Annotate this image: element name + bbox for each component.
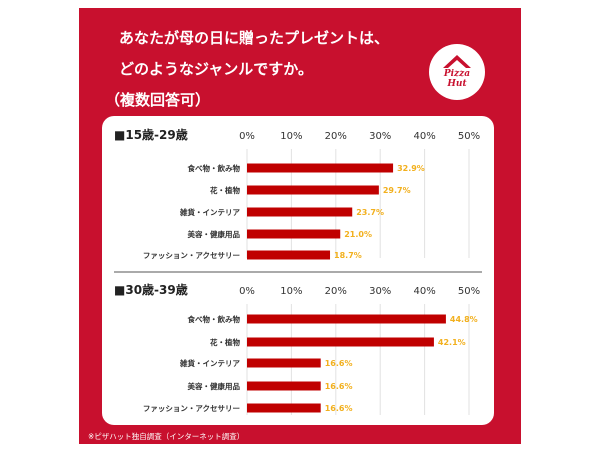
x-tick-label: 20% bbox=[325, 131, 347, 142]
logo-text-hut: Hut bbox=[447, 79, 467, 89]
value-label: 23.7% bbox=[356, 208, 384, 217]
category-label: 食べ物・飲み物 bbox=[188, 163, 241, 173]
bar bbox=[247, 358, 321, 368]
title-line-2: どのようなジャンルですか。 bbox=[119, 60, 313, 78]
category-label: 花・植物 bbox=[210, 337, 240, 347]
bar bbox=[247, 314, 446, 324]
bar bbox=[247, 207, 353, 217]
x-tick-label: 0% bbox=[239, 131, 255, 142]
category-label: 美容・健康用品 bbox=[188, 229, 241, 239]
chart-title-2: ■30歳-39歳 bbox=[114, 282, 188, 297]
x-tick-label: 10% bbox=[280, 286, 302, 297]
pizza-hut-roof-icon bbox=[443, 55, 471, 68]
footnote: ※ピザハット独自調査（インターネット調査） bbox=[88, 432, 245, 441]
logo-text-pizza: Pizza bbox=[443, 69, 471, 79]
bar bbox=[247, 163, 394, 173]
x-tick-label: 50% bbox=[458, 286, 480, 297]
category-label: 食べ物・飲み物 bbox=[188, 314, 241, 324]
pizza-hut-logo: Pizza Hut bbox=[429, 44, 485, 100]
x-tick-label: 30% bbox=[369, 131, 391, 142]
category-label: 雑貨・インテリア bbox=[179, 207, 240, 217]
value-label: 16.6% bbox=[325, 359, 353, 368]
bar bbox=[247, 229, 341, 239]
category-label: 花・植物 bbox=[210, 185, 240, 195]
category-label: 雑貨・インテリア bbox=[179, 358, 240, 368]
category-label: ファッション・アクセサリー bbox=[143, 250, 240, 260]
x-tick-label: 40% bbox=[413, 286, 435, 297]
x-tick-label: 30% bbox=[369, 286, 391, 297]
value-label: 16.6% bbox=[325, 404, 353, 413]
x-tick-label: 20% bbox=[325, 286, 347, 297]
chart-card: ■15歳-29歳 0% 10% 20% 30% 40% 50% 食べ物・飲み物 32.9% 花・植… bbox=[102, 116, 494, 425]
value-label: 32.9% bbox=[397, 164, 425, 173]
value-label: 21.0% bbox=[344, 230, 372, 239]
x-tick-label: 40% bbox=[413, 131, 435, 142]
x-tick-label: 0% bbox=[239, 286, 255, 297]
bar bbox=[247, 250, 331, 260]
bar bbox=[247, 381, 321, 391]
value-label: 18.7% bbox=[334, 251, 362, 260]
x-tick-label: 50% bbox=[458, 131, 480, 142]
bar-charts: ■15歳-29歳 0% 10% 20% 30% 40% 50% 食べ物・飲み物 32.9% 花・植… bbox=[114, 127, 482, 415]
value-label: 29.7% bbox=[383, 186, 411, 195]
chart-title-1: ■15歳-29歳 bbox=[114, 127, 188, 142]
survey-poster: あなたが母の日に贈ったプレゼントは、 どのようなジャンルですか。 （複数回答可）… bbox=[79, 8, 521, 444]
category-label: 美容・健康用品 bbox=[188, 381, 241, 391]
value-label: 16.6% bbox=[325, 382, 353, 391]
x-tick-label: 10% bbox=[280, 131, 302, 142]
bar bbox=[247, 403, 321, 413]
bar bbox=[247, 185, 379, 195]
value-label: 42.1% bbox=[438, 338, 466, 347]
title-line-1: あなたが母の日に贈ったプレゼントは、 bbox=[119, 29, 390, 47]
category-label: ファッション・アクセサリー bbox=[143, 403, 240, 413]
value-label: 44.8% bbox=[450, 315, 478, 324]
bar bbox=[247, 337, 434, 347]
title-line-3: （複数回答可） bbox=[105, 91, 211, 109]
